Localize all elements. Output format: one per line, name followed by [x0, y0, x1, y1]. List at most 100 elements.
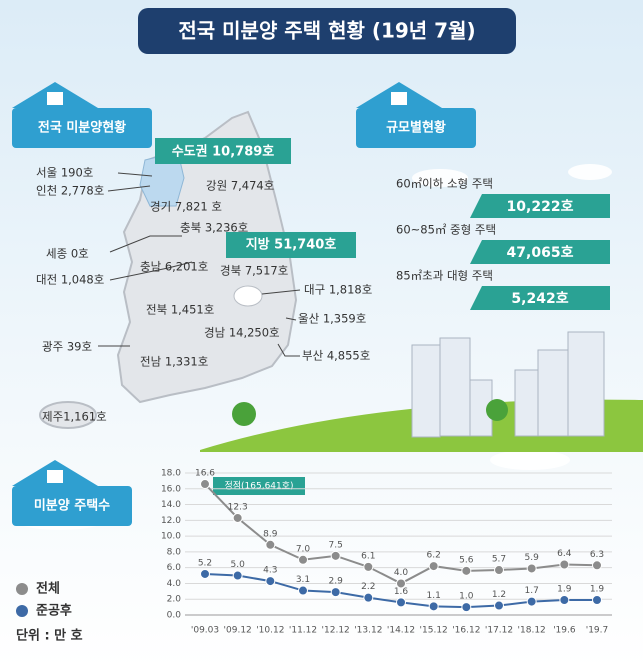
daegu-area: [233, 285, 263, 307]
data-label: 4.3: [263, 566, 277, 576]
y-tick-label: 10.0: [161, 532, 181, 542]
data-point: [200, 568, 210, 579]
region-label: 전남 1,331호: [140, 355, 208, 369]
leader-lines: [98, 172, 301, 357]
data-point: [200, 479, 210, 490]
x-tick-label: '18.12: [518, 626, 546, 636]
region-label: 인천 2,778호: [36, 184, 104, 198]
jeju: [39, 401, 97, 429]
data-label: 7.5: [329, 540, 343, 550]
data-point: [396, 578, 406, 589]
region-label: 부산 4,855호: [302, 349, 370, 363]
region-label: 제주1,161호: [42, 410, 107, 424]
region-label: 세종 0호: [46, 247, 89, 261]
tree: [232, 402, 256, 426]
legend-marker: [16, 605, 28, 617]
title-banner: [138, 8, 516, 54]
region-label: 대전 1,048호: [36, 273, 104, 287]
x-tick-label: '19.7: [586, 626, 609, 636]
annotation: 정점(165,641호): [224, 480, 293, 492]
data-point: [298, 554, 308, 565]
data-label: 1.7: [525, 586, 539, 596]
data-point: [232, 570, 243, 581]
legend-label: 준공후: [36, 603, 72, 619]
data-label: 2.9: [329, 577, 344, 587]
size-bar: [470, 286, 610, 310]
data-label: 1.9: [557, 585, 572, 595]
x-tick-label: '17.12: [485, 626, 513, 636]
data-point: [396, 597, 406, 608]
badge-text: 규모별현황: [386, 120, 446, 136]
data-point: [559, 559, 570, 570]
region-label: 강원 7,474호: [206, 179, 274, 193]
data-label: 1.2: [492, 590, 506, 600]
y-tick-label: 2.0: [167, 595, 182, 605]
data-label: 5.9: [525, 553, 540, 563]
region-labels: 서울 190호 인천 2,778호 경기 7,821 호 강원 7,474호 충…: [36, 166, 372, 424]
region-label: 대구 1,818호: [304, 283, 372, 297]
x-tick-label: '14.12: [387, 626, 415, 636]
size-value: 5,242호: [511, 291, 568, 307]
data-label: 8.9: [263, 529, 278, 539]
size-value: 47,065호: [507, 245, 574, 261]
size-label: 60㎡이하 소형 주택: [396, 177, 493, 191]
x-tick-label: '09.03: [191, 626, 219, 636]
size-label: 60~85㎡ 중형 주택: [396, 223, 496, 237]
data-point: [330, 550, 341, 561]
y-tick-label: 4.0: [167, 579, 182, 589]
region-label: 충북 3,236호: [180, 221, 248, 235]
data-label: 1.0: [459, 592, 474, 602]
legend-marker: [16, 583, 28, 595]
unit-note: 단위 : 만 호: [16, 628, 83, 644]
data-point: [526, 596, 537, 607]
x-tick-label: '09.12: [224, 626, 252, 636]
size-list: 60㎡이하 소형 주택 10,222호 60~85㎡ 중형 주택 47,065호…: [396, 177, 610, 310]
data-label: 3.1: [296, 575, 310, 585]
data-point: [363, 561, 374, 572]
size-bar: [470, 240, 610, 264]
buildings: [411, 331, 605, 438]
data-point: [526, 563, 537, 574]
data-point: [592, 595, 602, 606]
data-label: 5.6: [459, 555, 474, 565]
data-label: 1.9: [590, 585, 605, 595]
data-label: 1.6: [394, 587, 409, 597]
data-point: [232, 512, 243, 523]
x-tick-label: '19.6: [553, 626, 576, 636]
local-total: 지방 51,740호: [246, 237, 337, 253]
data-point: [298, 585, 308, 596]
local-banner: [226, 232, 356, 258]
region-label: 광주 39호: [42, 340, 92, 354]
y-tick-label: 12.0: [161, 516, 181, 526]
region-label: 서울 190호: [36, 166, 93, 180]
badge-map: 전국 미분양현황: [12, 82, 152, 148]
data-point: [592, 560, 602, 571]
data-label: 1.1: [427, 591, 441, 601]
data-label: 5.2: [198, 558, 212, 568]
data-point: [461, 565, 472, 576]
region-label: 전북 1,451호: [146, 303, 214, 317]
data-point: [428, 601, 439, 612]
data-label: 5.7: [492, 555, 506, 565]
data-label: 6.3: [590, 550, 604, 560]
y-tick-label: 0.0: [167, 611, 182, 621]
region-label: 경북 7,517호: [220, 264, 288, 278]
page-title: 전국 미분양 주택 현황 (19년 7월): [178, 19, 475, 43]
data-point: [494, 565, 504, 576]
data-point: [330, 587, 341, 598]
x-tick-label: '10.12: [256, 626, 284, 636]
data-label: 16.6: [195, 469, 215, 479]
region-label: 경기 7,821 호: [150, 200, 222, 214]
region-label: 경남 14,250호: [204, 326, 280, 340]
data-point: [265, 576, 276, 587]
capital-banner: [155, 138, 291, 164]
data-point: [428, 561, 439, 572]
y-tick-label: 18.0: [161, 469, 181, 479]
data-point: [494, 600, 504, 611]
region-label: 충남 6,201호: [140, 260, 208, 274]
data-label: 6.2: [427, 551, 441, 561]
y-tick-label: 8.0: [167, 547, 182, 557]
badge-text: 전국 미분양현황: [38, 120, 126, 136]
badge-chart: 미분양 주택수: [12, 460, 132, 526]
